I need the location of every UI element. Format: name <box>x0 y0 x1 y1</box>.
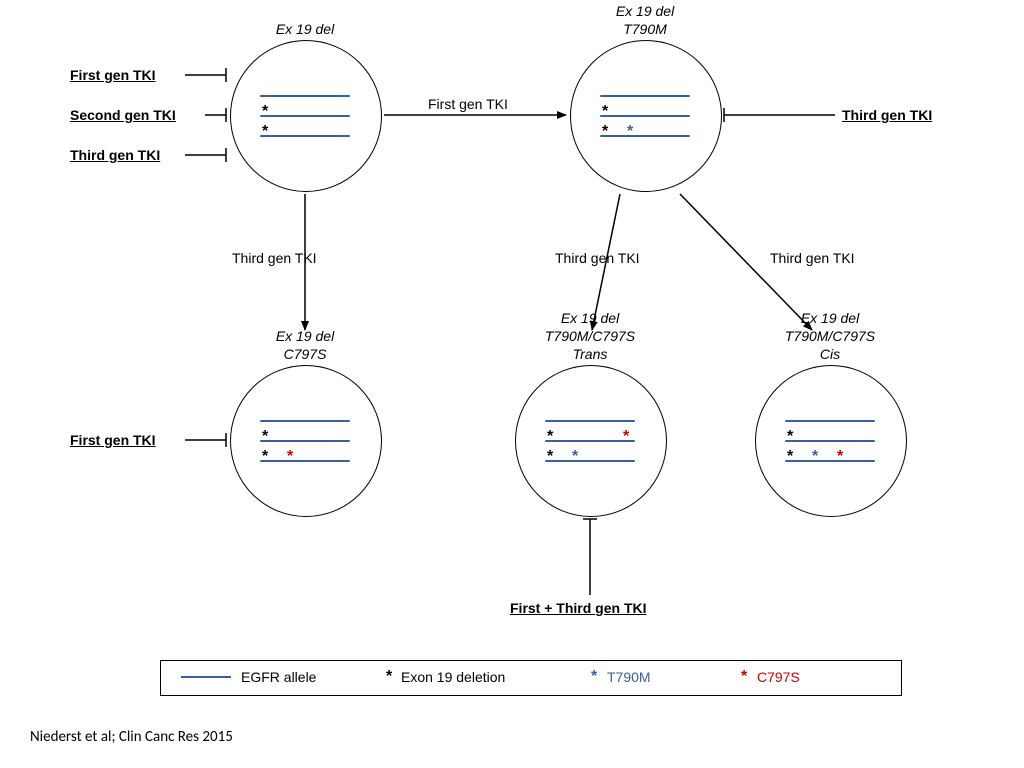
label-first-gen-tl: First gen TKI <box>70 67 156 83</box>
legend-ex19-text: Exon 19 deletion <box>401 669 505 685</box>
allele-line-trans-0 <box>545 420 635 422</box>
cell-title-tr: Ex 19 delT790M <box>565 2 725 38</box>
allele-line-cis-0 <box>785 420 875 422</box>
legend-c797s-text: C797S <box>757 669 800 685</box>
label-first-plus-third: First + Third gen TKI <box>510 600 647 616</box>
mutation-star-tl-1-ex19: * <box>262 104 268 120</box>
cell-title-cis: Ex 19 delT790M/C797SCis <box>750 309 910 363</box>
label-first-gen-bl: First gen TKI <box>70 432 156 448</box>
legend-ex19-star: * <box>386 669 392 685</box>
mutation-star-cis-1-ex19: * <box>787 429 793 445</box>
citation: Niederst et al; Clin Canc Res 2015 <box>30 728 233 746</box>
label-arrow-first-gen: First gen TKI <box>428 96 508 112</box>
mutation-star-trans-1-c797s: * <box>623 429 629 445</box>
label-arrow-third-gen-left: Third gen TKI <box>232 250 317 266</box>
allele-line-tr-2 <box>600 135 690 137</box>
mutation-star-tr-1-ex19: * <box>602 104 608 120</box>
legend-box: EGFR allele * Exon 19 deletion * T790M *… <box>160 660 902 696</box>
mutation-star-cis-2-t790m: * <box>812 449 818 465</box>
cell-title-bl: Ex 19 delC797S <box>225 327 385 363</box>
allele-line-bl-1 <box>260 440 350 442</box>
allele-line-cis-2 <box>785 460 875 462</box>
legend-c797s-star: * <box>741 669 747 685</box>
label-third-gen-tl: Third gen TKI <box>70 147 160 163</box>
cell-title-trans: Ex 19 delT790M/C797STrans <box>510 309 670 363</box>
mutation-star-tr-2-t790m: * <box>627 124 633 140</box>
label-arrow-third-gen-cis: Third gen TKI <box>770 250 855 266</box>
mutation-star-bl-1-ex19: * <box>262 429 268 445</box>
mutation-star-cis-2-c797s: * <box>837 449 843 465</box>
mutation-star-trans-2-ex19: * <box>547 449 553 465</box>
allele-line-tl-0 <box>260 95 350 97</box>
label-second-gen-tl: Second gen TKI <box>70 107 176 123</box>
allele-line-tr-0 <box>600 95 690 97</box>
allele-line-cis-1 <box>785 440 875 442</box>
mutation-star-trans-1-ex19: * <box>547 429 553 445</box>
allele-line-tl-2 <box>260 135 350 137</box>
mutation-star-cis-2-ex19: * <box>787 449 793 465</box>
allele-line-tl-1 <box>260 115 350 117</box>
cell-title-tl: Ex 19 del <box>225 20 385 38</box>
legend-t790m-star: * <box>591 669 597 685</box>
mutation-star-bl-2-ex19: * <box>262 449 268 465</box>
allele-line-bl-2 <box>260 460 350 462</box>
allele-line-tr-1 <box>600 115 690 117</box>
legend-allele-text: EGFR allele <box>241 669 316 685</box>
mutation-star-trans-2-t790m: * <box>572 449 578 465</box>
allele-line-bl-0 <box>260 420 350 422</box>
label-arrow-third-gen-trans: Third gen TKI <box>555 250 640 266</box>
legend-allele-line <box>181 676 231 678</box>
mutation-star-tl-2-ex19: * <box>262 124 268 140</box>
allele-line-trans-1 <box>545 440 635 442</box>
mutation-star-bl-2-c797s: * <box>287 449 293 465</box>
mutation-star-tr-2-ex19: * <box>602 124 608 140</box>
allele-line-trans-2 <box>545 460 635 462</box>
label-third-gen-tr: Third gen TKI <box>842 107 932 123</box>
legend-t790m-text: T790M <box>607 669 651 685</box>
